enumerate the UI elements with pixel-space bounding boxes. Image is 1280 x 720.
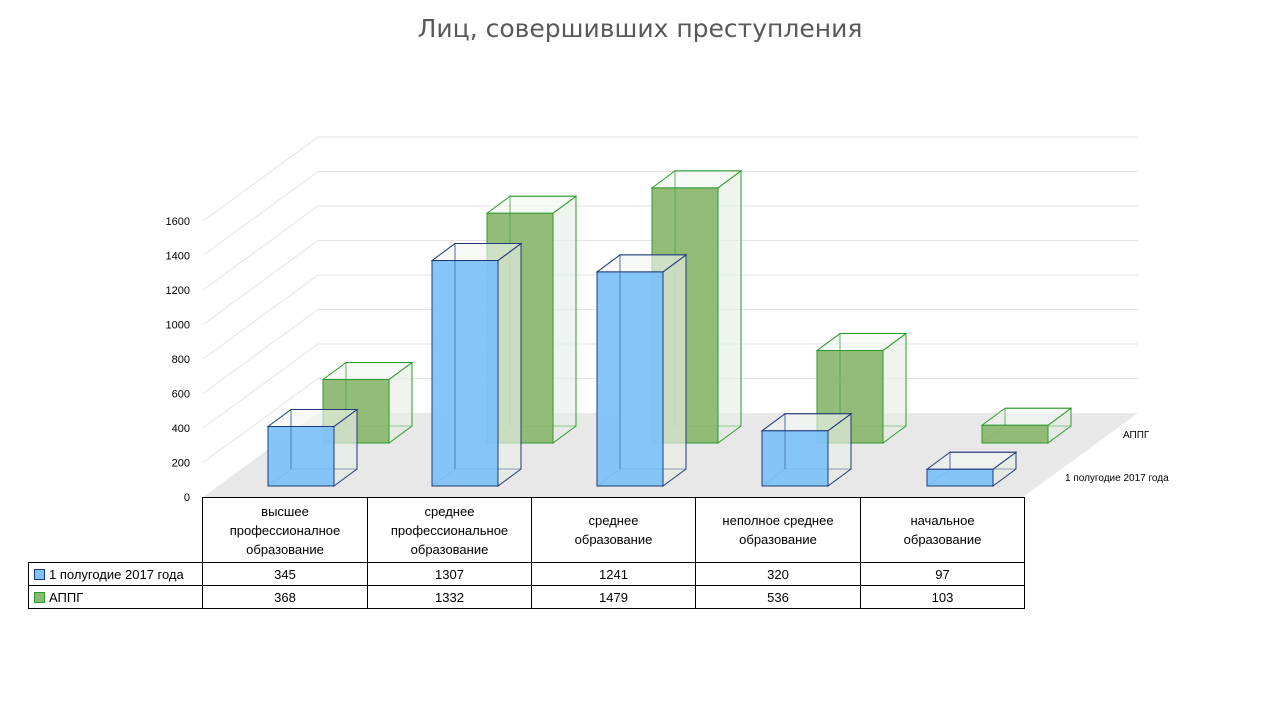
data-cell: 536 <box>695 585 861 609</box>
category-label: неполное среднее образование <box>695 497 861 563</box>
table-row: 1 полугодие 2017 года 345 1307 1241 320 97 <box>28 562 1025 586</box>
data-cell: 1479 <box>531 585 696 609</box>
gridline <box>202 240 1138 325</box>
bars <box>266 169 1073 487</box>
data-cell: 1307 <box>367 562 532 586</box>
bar <box>980 407 1073 444</box>
data-cell: 320 <box>695 562 861 586</box>
gridline <box>202 136 1138 222</box>
category-label: среднее образование <box>531 497 696 563</box>
category-label: среднее профессиональное образование <box>367 497 532 563</box>
table-corner <box>28 497 203 563</box>
chart-title: Лиц, совершивших преступления <box>417 14 863 43</box>
series-legend-label: 1 полугодие 2017 года <box>28 562 203 586</box>
y-tick-label: 800 <box>172 354 190 366</box>
y-tick-label: 1400 <box>166 251 190 263</box>
y-tick-label: 1200 <box>166 285 190 297</box>
data-cell: 97 <box>860 562 1025 586</box>
gridline <box>202 274 1138 360</box>
gridline <box>202 309 1138 394</box>
bar <box>266 408 359 487</box>
y-tick-label: 600 <box>172 389 190 401</box>
bar <box>815 332 908 444</box>
series-depth-labels: 1 полугодие 2017 года АППГ <box>1065 430 1169 484</box>
y-tick-label: 1000 <box>166 320 190 332</box>
category-label: начальное образование <box>860 497 1025 563</box>
gridline <box>202 171 1138 256</box>
y-tick-label: 1600 <box>166 216 190 228</box>
category-label: высшее профессионалное образование <box>202 497 368 563</box>
y-tick-label: 200 <box>172 458 190 470</box>
bar <box>430 242 523 487</box>
y-tick-label: 400 <box>172 423 190 435</box>
series-legend-label: АППГ <box>28 585 203 609</box>
series-depth-label: 1 полугодие 2017 года <box>1065 473 1169 484</box>
data-cell: 103 <box>860 585 1025 609</box>
gridline <box>202 205 1138 291</box>
data-cell: 1241 <box>531 562 696 586</box>
data-cell: 368 <box>202 585 368 609</box>
legend-swatch <box>34 568 45 580</box>
bar <box>925 451 1018 487</box>
series-depth-label: АППГ <box>1123 430 1150 441</box>
data-table: высшее профессионалное образование среднее п… <box>28 497 1025 609</box>
data-cell: 1332 <box>367 585 532 609</box>
data-cell: 345 <box>202 562 368 586</box>
bar <box>760 412 853 487</box>
legend-swatch <box>34 591 45 603</box>
bar <box>595 253 688 487</box>
table-row: АППГ 368 1332 1479 536 103 <box>28 585 1025 609</box>
